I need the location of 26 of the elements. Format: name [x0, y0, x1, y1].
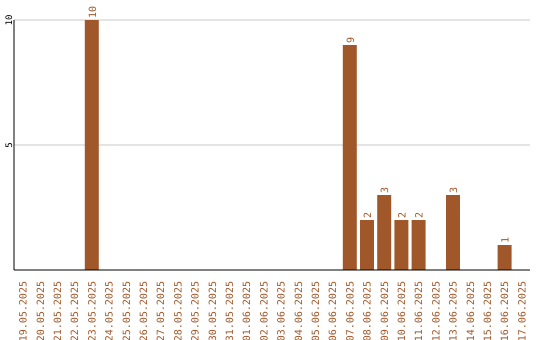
- data-label: 2: [363, 212, 374, 218]
- bar: [342, 45, 357, 270]
- x-tick-label: 15.06.2025: [483, 281, 494, 340]
- x-tick-label: 16.06.2025: [500, 281, 512, 340]
- x-tick-label: 14.06.2025: [466, 281, 477, 340]
- bar: [446, 195, 460, 270]
- y-tick-label: 5: [5, 142, 15, 148]
- x-tick-label: 13.06.2025: [448, 281, 460, 340]
- bar: [360, 220, 374, 270]
- data-label: 2: [414, 212, 426, 218]
- x-tick-label: 11.06.2025: [414, 281, 426, 340]
- data-label: 9: [346, 36, 357, 43]
- data-label: 10: [88, 6, 99, 18]
- bar: [498, 245, 512, 270]
- bar: [377, 195, 392, 270]
- bar: [84, 20, 99, 270]
- x-tick-label: 19.05.2025: [18, 281, 30, 340]
- data-label: 2: [397, 212, 408, 218]
- data-label: 3: [380, 186, 392, 193]
- x-tick-label: 10.06.2025: [397, 281, 408, 340]
- data-label: 3: [449, 186, 460, 193]
- x-tick-label: 17.06.2025: [517, 281, 528, 340]
- bar: [394, 220, 408, 270]
- bar: [412, 220, 426, 270]
- data-label: 1: [500, 236, 512, 243]
- x-tick-label: 12.06.2025: [431, 281, 442, 340]
